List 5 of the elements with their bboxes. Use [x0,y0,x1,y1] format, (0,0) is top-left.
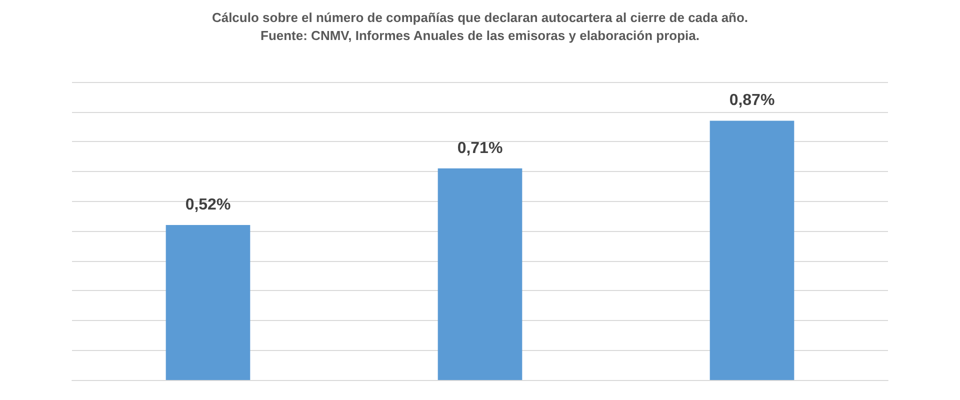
source-note: Fuente: CNMV, Informes Anuales de las emisoras y elaboración propia. [260,28,700,43]
data-label: 0,52% [185,196,231,214]
data-label: 0,87% [729,92,775,110]
data-label: 0,71% [457,140,503,157]
chart-subtitle: Cálculo sobre el número de compañías que declaran autocartera al cierre de cada año. [212,10,748,25]
